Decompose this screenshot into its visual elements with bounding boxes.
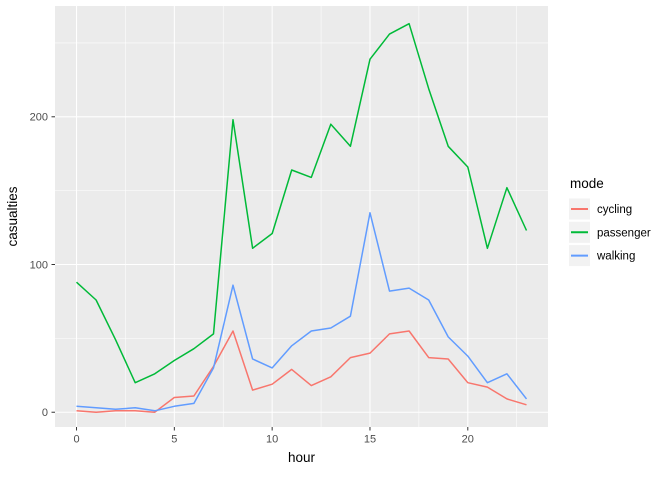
- plot-panel: [55, 6, 548, 427]
- legend: mode cycling passenger walking: [569, 176, 651, 267]
- axis-tick-marks: [51, 116, 469, 431]
- legend-item-cycling: cycling: [569, 198, 632, 220]
- legend-item-walking: walking: [569, 245, 635, 267]
- series-line-passenger: [75, 22, 528, 384]
- legend-item-label: cycling: [597, 204, 632, 216]
- legend-item-label: passenger: [597, 227, 651, 239]
- major-gridlines: [55, 6, 548, 427]
- x-tick-label: 10: [266, 434, 278, 446]
- y-tick-label: 0: [42, 407, 48, 419]
- legend-item-label: walking: [596, 251, 635, 263]
- x-axis-title: hour: [288, 450, 316, 465]
- x-tick-label: 5: [171, 434, 177, 446]
- legend-items: cycling passenger walking: [569, 198, 651, 267]
- legend-item-passenger: passenger: [569, 221, 651, 243]
- y-tick-label: 200: [30, 112, 48, 124]
- data-series: [75, 22, 528, 413]
- series-line-cycling: [76, 330, 527, 413]
- legend-title: mode: [570, 176, 604, 191]
- x-tick-label: 0: [73, 434, 79, 446]
- y-axis-title: casualties: [5, 186, 20, 246]
- series-line-walking: [76, 212, 528, 412]
- y-tick-label: 100: [30, 259, 48, 271]
- x-tick-label: 15: [364, 434, 376, 446]
- x-tick-label: 20: [462, 434, 474, 446]
